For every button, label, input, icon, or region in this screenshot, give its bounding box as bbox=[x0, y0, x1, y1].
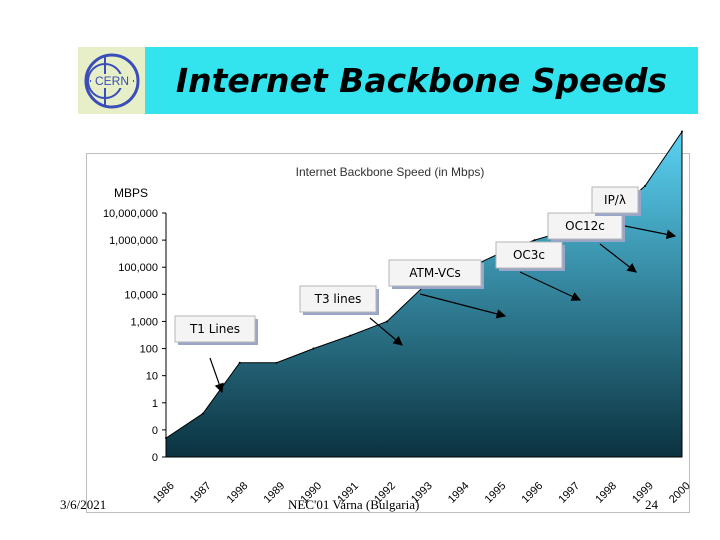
callout-arrow bbox=[599, 243, 637, 273]
footer-venue: NEC'01 Varna (Bulgaria) bbox=[288, 497, 420, 512]
callout-label: IP/λ bbox=[604, 193, 626, 207]
callout-box bbox=[591, 186, 639, 214]
annotation-callout: T1 Lines bbox=[174, 315, 258, 394]
y-tick-label: 1 bbox=[152, 398, 158, 410]
callout-box bbox=[174, 315, 256, 343]
callout-label: OC3c bbox=[513, 248, 545, 262]
x-tick-label: 1998 bbox=[225, 480, 251, 506]
callout-arrow bbox=[369, 317, 403, 346]
annotation-callout: T3 lines bbox=[299, 285, 403, 346]
y-tick-label: 0 bbox=[152, 452, 158, 464]
x-tick-label: 1995 bbox=[483, 480, 509, 506]
cern-logo-icon: CERN bbox=[84, 53, 139, 108]
y-tick-label: 10,000 bbox=[124, 289, 158, 301]
data-point bbox=[349, 334, 352, 337]
title-banner: Internet Backbone Speeds bbox=[145, 47, 698, 114]
x-tick-label: 1998 bbox=[593, 480, 619, 506]
callout-arrow bbox=[209, 357, 224, 394]
y-tick-label: 0 bbox=[152, 425, 158, 437]
speed-area bbox=[165, 130, 683, 458]
callout-box bbox=[495, 241, 563, 269]
data-point bbox=[533, 239, 536, 242]
callout-label: OC12c bbox=[565, 219, 605, 233]
data-point bbox=[201, 412, 204, 415]
x-tick-label: 1997 bbox=[556, 480, 582, 506]
callout-arrow bbox=[624, 225, 677, 240]
callout-box bbox=[388, 259, 482, 287]
x-tick-label: 1994 bbox=[446, 480, 472, 506]
annotation-callout: OC12c bbox=[547, 212, 637, 273]
logo-text: CERN bbox=[94, 74, 128, 88]
x-tick-label: 1989 bbox=[262, 480, 288, 506]
footer-date: 3/6/2021 bbox=[60, 497, 107, 512]
callout-box bbox=[547, 212, 623, 240]
callout-arrow bbox=[419, 293, 507, 319]
y-tick-label: 100,000 bbox=[118, 262, 158, 274]
x-tick-label: 1996 bbox=[520, 480, 546, 506]
data-point bbox=[312, 347, 315, 350]
callout-box bbox=[299, 285, 377, 313]
y-tick-label: 10,000,000 bbox=[103, 208, 158, 220]
y-tick-label: 10 bbox=[146, 371, 158, 383]
annotation-callout: IP/λ bbox=[591, 186, 677, 240]
cern-logo: CERN bbox=[78, 47, 145, 114]
callout-arrow bbox=[519, 271, 582, 301]
chart-title: Internet Backbone Speed (in Mbps) bbox=[296, 165, 485, 179]
y-axis-label: MBPS bbox=[114, 186, 148, 200]
data-point bbox=[681, 130, 683, 133]
x-tick-label: 1986 bbox=[151, 480, 177, 506]
y-tick-label: 1,000,000 bbox=[109, 235, 158, 247]
callout-label: T1 Lines bbox=[189, 322, 240, 336]
x-tick-label: 1987 bbox=[188, 480, 214, 506]
data-point bbox=[386, 320, 389, 323]
x-tick-label: 2000 bbox=[667, 480, 693, 506]
data-point bbox=[275, 361, 278, 364]
y-tick-label: 100 bbox=[140, 344, 158, 356]
annotation-callout: ATM-VCs bbox=[388, 259, 507, 319]
callout-label: T3 lines bbox=[314, 292, 362, 306]
slide-title: Internet Backbone Speeds bbox=[175, 61, 668, 100]
annotation-callout: OC3c bbox=[495, 241, 582, 301]
data-point bbox=[238, 361, 241, 364]
y-tick-label: 1,000 bbox=[130, 316, 158, 328]
footer-page-number: 24 bbox=[645, 497, 658, 512]
data-point bbox=[644, 184, 647, 187]
callout-label: ATM-VCs bbox=[409, 266, 460, 280]
